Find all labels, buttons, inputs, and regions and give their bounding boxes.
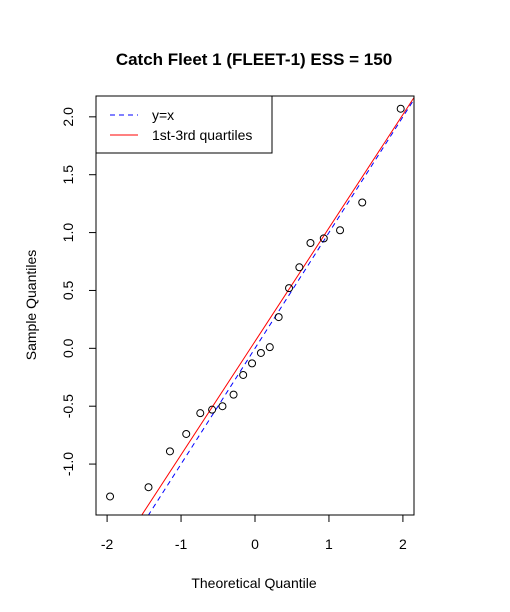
y-tick-label: -0.5 bbox=[60, 394, 76, 418]
data-point bbox=[239, 370, 248, 379]
x-tick-label: -1 bbox=[175, 536, 188, 552]
quartile-line bbox=[141, 96, 414, 515]
data-point bbox=[306, 238, 315, 247]
x-tick-label: 2 bbox=[399, 536, 407, 552]
x-axis-title: Theoretical Quantile bbox=[191, 575, 317, 591]
legend-label: y=x bbox=[152, 107, 174, 123]
data-point bbox=[396, 104, 405, 113]
data-point bbox=[182, 429, 191, 438]
data-point bbox=[144, 483, 153, 492]
x-tick-label: 1 bbox=[325, 536, 333, 552]
x-tick-label: -2 bbox=[101, 536, 114, 552]
y-tick-label: 0.5 bbox=[60, 281, 76, 301]
legend-label: 1st-3rd quartiles bbox=[152, 127, 252, 143]
x-axis: -2 -1 0 1 2 bbox=[101, 514, 407, 552]
data-point bbox=[274, 313, 283, 322]
y-tick-label: 1.5 bbox=[60, 165, 76, 185]
legend: y=x 1st-3rd quartiles bbox=[95, 95, 273, 154]
data-point bbox=[336, 226, 345, 235]
y-tick-label: 2.0 bbox=[60, 107, 76, 127]
data-point bbox=[295, 263, 304, 272]
data-point bbox=[248, 359, 257, 368]
data-point bbox=[196, 409, 205, 418]
y-tick-label: 1.0 bbox=[60, 223, 76, 243]
data-point bbox=[285, 284, 294, 293]
data-point bbox=[218, 402, 227, 411]
chart-title: Catch Fleet 1 (FLEET-1) ESS = 150 bbox=[116, 50, 392, 69]
data-point bbox=[265, 343, 274, 352]
data-point bbox=[319, 234, 328, 243]
data-point bbox=[358, 198, 367, 207]
data-point bbox=[165, 447, 174, 456]
data-point bbox=[106, 492, 115, 501]
data-point bbox=[256, 348, 265, 357]
data-points bbox=[106, 104, 405, 501]
y-axis: -1.0 -0.5 0.0 0.5 1.0 1.5 2.0 bbox=[60, 107, 97, 476]
reference-lines bbox=[141, 96, 414, 515]
y-axis-title: Sample Quantiles bbox=[23, 250, 39, 361]
x-tick-label: 0 bbox=[251, 536, 259, 552]
y-tick-label: -1.0 bbox=[60, 452, 76, 476]
y-tick-label: 0.0 bbox=[60, 338, 76, 358]
data-point bbox=[208, 405, 217, 414]
plot-frame bbox=[95, 95, 415, 516]
data-point bbox=[229, 390, 238, 399]
legend-box bbox=[95, 95, 273, 154]
identity-line bbox=[147, 98, 414, 515]
